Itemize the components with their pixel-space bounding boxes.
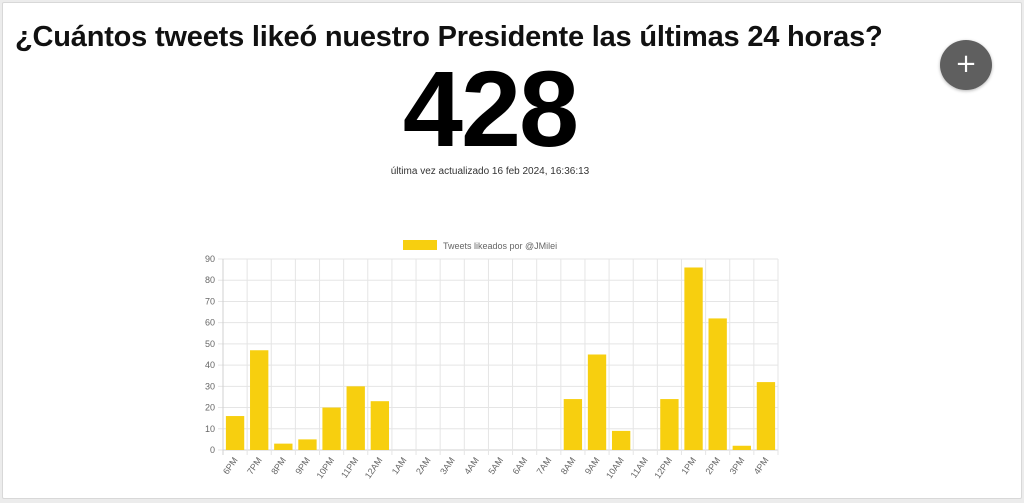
bar-8am <box>563 399 583 450</box>
x-tick-label: 9AM <box>583 455 602 476</box>
bar-6pm <box>225 416 245 450</box>
x-tick-label: 6PM <box>221 455 240 476</box>
y-tick-label: 90 <box>205 254 215 264</box>
x-tick-label: 3AM <box>438 455 457 476</box>
x-tick-label: 10AM <box>604 455 626 480</box>
bar-10pm <box>322 407 341 450</box>
y-tick-label: 70 <box>205 296 215 306</box>
y-axis-ticks: 0 10 20 30 40 50 60 70 80 90 <box>205 254 215 455</box>
bar-9am <box>587 354 607 450</box>
x-tick-label: 4PM <box>752 455 771 476</box>
bar-9pm <box>298 439 317 450</box>
plus-icon: + <box>955 49 977 79</box>
y-tick-label: 10 <box>205 424 215 434</box>
x-tick-label: 2PM <box>704 455 723 476</box>
bar-3pm <box>732 445 751 450</box>
bar-10am <box>611 430 631 450</box>
bar-12pm <box>660 399 679 450</box>
x-tick-label: 4AM <box>462 455 481 476</box>
chart-bars <box>225 267 776 450</box>
legend-label: Tweets likeados por @JMilei <box>443 241 557 251</box>
x-tick-label: 1AM <box>390 455 409 476</box>
x-tick-label: 12PM <box>652 455 674 480</box>
x-tick-label: 8PM <box>269 455 288 476</box>
bar-11pm <box>346 386 365 450</box>
likes-bar-chart: 0 10 20 30 40 50 60 70 80 90 6PM 7PM 8PM 9PM 10PM 11PM… <box>205 240 779 480</box>
x-tick-label: 2AM <box>414 455 433 476</box>
x-tick-label: 1PM <box>679 455 698 476</box>
x-tick-label: 5AM <box>486 455 505 476</box>
chart-legend[interactable]: Tweets likeados por @JMilei <box>403 240 557 251</box>
x-tick-label: 11AM <box>629 455 650 479</box>
y-tick-label: 60 <box>205 318 215 328</box>
x-tick-label: 12AM <box>363 455 385 480</box>
y-tick-label: 40 <box>205 360 215 370</box>
x-tick-label: 10PM <box>315 455 337 480</box>
legend-swatch <box>403 240 437 250</box>
x-tick-label: 7AM <box>535 455 554 476</box>
x-tick-label: 6AM <box>510 455 529 476</box>
y-tick-label: 0 <box>210 445 215 455</box>
x-tick-label: 3PM <box>728 455 747 476</box>
add-button[interactable]: + <box>940 40 992 90</box>
x-tick-label: 8AM <box>559 455 578 476</box>
x-axis-ticks: 6PM 7PM 8PM 9PM 10PM 11PM 12AM 1AM 2AM 3AM 4AM 5AM 6… <box>221 455 771 480</box>
bar-12am <box>370 401 390 450</box>
y-tick-label: 80 <box>205 275 215 285</box>
bar-7pm <box>250 350 269 450</box>
bar-4pm <box>756 382 776 450</box>
last-updated-text: última vez actualizado 16 feb 2024, 16:3… <box>390 166 590 177</box>
y-tick-label: 30 <box>205 381 215 391</box>
y-tick-label: 20 <box>205 403 215 413</box>
likes-counter: 428 <box>402 48 579 169</box>
x-tick-label: 7PM <box>245 455 264 476</box>
page-title: ¿Cuántos tweets likeó nuestro Presidente… <box>15 21 883 53</box>
bar-2pm <box>708 318 727 450</box>
x-tick-label: 11PM <box>339 455 360 479</box>
bar-1pm <box>684 267 703 450</box>
x-tick-label: 9PM <box>293 455 312 476</box>
bar-8pm <box>274 443 293 450</box>
y-tick-label: 50 <box>205 339 215 349</box>
